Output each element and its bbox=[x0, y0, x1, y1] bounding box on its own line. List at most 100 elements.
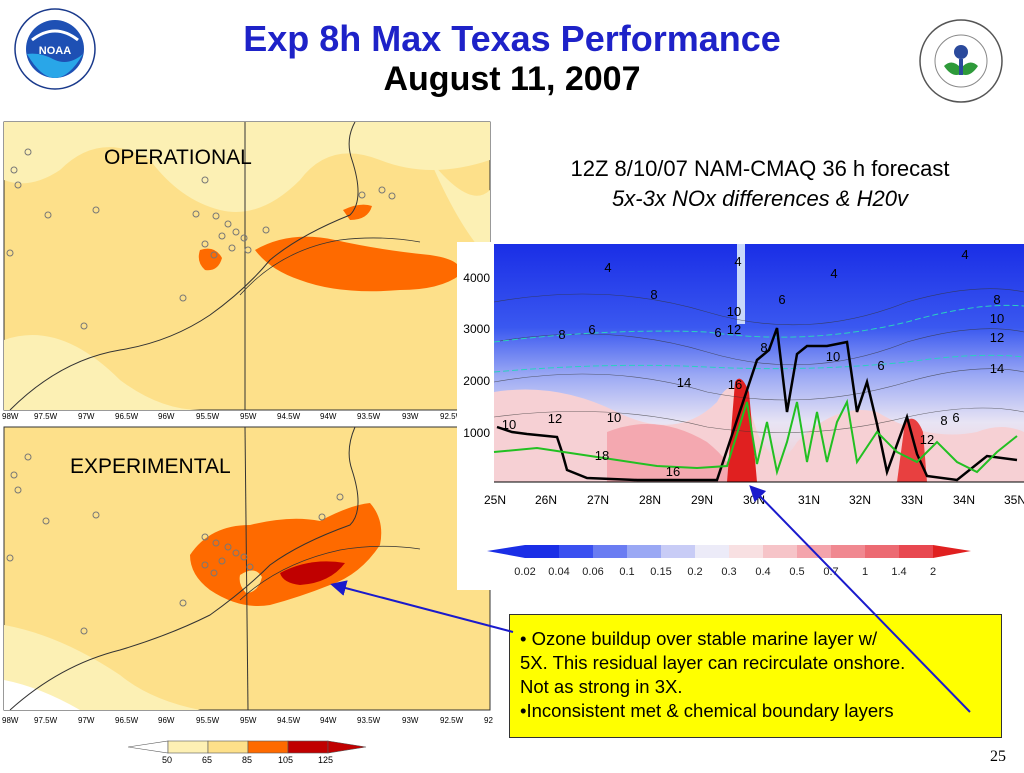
svg-text:93.5W: 93.5W bbox=[357, 412, 381, 421]
svg-text:95.5W: 95.5W bbox=[196, 716, 220, 725]
svg-text:8: 8 bbox=[558, 327, 565, 342]
svg-text:6: 6 bbox=[778, 292, 785, 307]
svg-text:94.5W: 94.5W bbox=[277, 412, 301, 421]
svg-text:12: 12 bbox=[990, 330, 1004, 345]
svg-text:94.5W: 94.5W bbox=[277, 716, 301, 725]
svg-text:97W: 97W bbox=[78, 412, 95, 421]
note-line-2: 5X. This residual layer can recirculate … bbox=[520, 652, 906, 673]
svg-text:94W: 94W bbox=[320, 412, 337, 421]
svg-text:8: 8 bbox=[940, 413, 947, 428]
svg-text:10: 10 bbox=[502, 417, 516, 432]
note-line-4: •Inconsistent met & chemical boundary la… bbox=[520, 700, 894, 721]
svg-text:92: 92 bbox=[484, 716, 493, 725]
svg-text:8: 8 bbox=[650, 287, 657, 302]
svg-text:97.5W: 97.5W bbox=[34, 716, 58, 725]
x-tick-30n: 30N bbox=[743, 493, 765, 507]
svg-text:93W: 93W bbox=[402, 412, 419, 421]
svg-text:0.3: 0.3 bbox=[721, 566, 736, 578]
svg-text:96.5W: 96.5W bbox=[115, 716, 139, 725]
svg-text:93W: 93W bbox=[402, 716, 419, 725]
svg-text:10: 10 bbox=[826, 349, 840, 364]
svg-text:92.5W: 92.5W bbox=[440, 716, 464, 725]
svg-text:18: 18 bbox=[595, 448, 609, 463]
note-line-1: • Ozone buildup over stable marine layer… bbox=[520, 628, 878, 649]
svg-text:98W: 98W bbox=[2, 412, 19, 421]
ozone-colorbar: 50 65 85 105 125 bbox=[127, 740, 368, 766]
x-tick-31n: 31N bbox=[798, 493, 820, 507]
y-tick-3000: 3000 bbox=[463, 322, 490, 336]
svg-text:8: 8 bbox=[760, 340, 767, 355]
ozone-tick-50: 50 bbox=[162, 755, 172, 765]
svg-text:0.2: 0.2 bbox=[687, 566, 702, 578]
ozone-tick-85: 85 bbox=[242, 755, 252, 765]
svg-text:0.06: 0.06 bbox=[582, 566, 603, 578]
y-tick-1000: 1000 bbox=[463, 426, 490, 440]
svg-text:1: 1 bbox=[862, 566, 868, 578]
svg-text:2: 2 bbox=[930, 566, 936, 578]
x-tick-29n: 29N bbox=[691, 493, 713, 507]
svg-text:0.7: 0.7 bbox=[823, 566, 838, 578]
noaa-logo-text: NOAA bbox=[39, 45, 71, 57]
epa-logo-icon bbox=[918, 18, 1004, 104]
svg-text:4: 4 bbox=[961, 247, 968, 262]
svg-text:0.1: 0.1 bbox=[619, 566, 634, 578]
svg-text:6: 6 bbox=[588, 322, 595, 337]
svg-text:0.04: 0.04 bbox=[548, 566, 569, 578]
svg-text:8: 8 bbox=[993, 292, 1000, 307]
ozone-tick-105: 105 bbox=[278, 755, 293, 765]
svg-text:4: 4 bbox=[734, 254, 741, 269]
x-tick-35n: 35N bbox=[1004, 493, 1024, 507]
page-title: Exp 8h Max Texas Performance bbox=[243, 18, 781, 59]
svg-text:16: 16 bbox=[666, 464, 680, 479]
x-tick-25n: 25N bbox=[484, 493, 506, 507]
note-line-3: Not as strong in 3X. bbox=[520, 676, 683, 697]
svg-text:93.5W: 93.5W bbox=[357, 716, 381, 725]
svg-text:96W: 96W bbox=[158, 716, 175, 725]
svg-text:14: 14 bbox=[990, 361, 1004, 376]
operational-label: OPERATIONAL bbox=[104, 146, 252, 169]
svg-text:95.5W: 95.5W bbox=[196, 412, 220, 421]
svg-text:6: 6 bbox=[952, 410, 959, 425]
svg-text:1.4: 1.4 bbox=[891, 566, 906, 578]
svg-text:0.15: 0.15 bbox=[650, 566, 671, 578]
svg-text:96W: 96W bbox=[158, 412, 175, 421]
y-tick-4000: 4000 bbox=[463, 271, 490, 285]
svg-text:10: 10 bbox=[990, 311, 1004, 326]
svg-text:6: 6 bbox=[714, 325, 721, 340]
svg-text:12: 12 bbox=[727, 322, 741, 337]
x-tick-34n: 34N bbox=[953, 493, 975, 507]
svg-text:96.5W: 96.5W bbox=[115, 412, 139, 421]
ozone-tick-65: 65 bbox=[202, 755, 212, 765]
svg-text:12: 12 bbox=[548, 411, 562, 426]
svg-text:10: 10 bbox=[607, 410, 621, 425]
svg-text:95W: 95W bbox=[240, 716, 257, 725]
x-tick-26n: 26N bbox=[535, 493, 557, 507]
forecast-caption: 12Z 8/10/07 NAM-CMAQ 36 h forecast bbox=[570, 156, 950, 181]
x-tick-28n: 28N bbox=[639, 493, 661, 507]
svg-text:92.5W: 92.5W bbox=[440, 412, 464, 421]
experimental-map bbox=[0, 425, 495, 715]
operational-map bbox=[0, 120, 495, 425]
annotation-note: • Ozone buildup over stable marine layer… bbox=[509, 614, 1002, 738]
x-tick-33n: 33N bbox=[901, 493, 923, 507]
svg-text:97.5W: 97.5W bbox=[34, 412, 58, 421]
cross-section-plot: 4 4 4 4 8 6 8 10 12 6 6 8 10 12 14 16 14… bbox=[457, 242, 1024, 590]
svg-text:14: 14 bbox=[677, 375, 691, 390]
svg-text:0.5: 0.5 bbox=[789, 566, 804, 578]
svg-text:94W: 94W bbox=[320, 716, 337, 725]
svg-text:12: 12 bbox=[920, 432, 934, 447]
svg-text:4: 4 bbox=[604, 260, 611, 275]
operational-lon-axis: 98W 97.5W 97W 96.5W 96W 95.5W 95W 94.5W … bbox=[0, 408, 495, 422]
page-number: 25 bbox=[990, 748, 1006, 765]
svg-text:0.02: 0.02 bbox=[514, 566, 535, 578]
svg-text:10: 10 bbox=[727, 304, 741, 319]
y-tick-2000: 2000 bbox=[463, 374, 490, 388]
svg-text:98W: 98W bbox=[2, 716, 19, 725]
experimental-label: EXPERIMENTAL bbox=[70, 455, 231, 478]
x-tick-27n: 27N bbox=[587, 493, 609, 507]
x-tick-32n: 32N bbox=[849, 493, 871, 507]
page-subtitle: August 11, 2007 bbox=[383, 60, 641, 98]
svg-text:4: 4 bbox=[830, 266, 837, 281]
svg-text:97W: 97W bbox=[78, 716, 95, 725]
forecast-subcaption: 5x-3x NOx differences & H20v bbox=[612, 186, 908, 211]
